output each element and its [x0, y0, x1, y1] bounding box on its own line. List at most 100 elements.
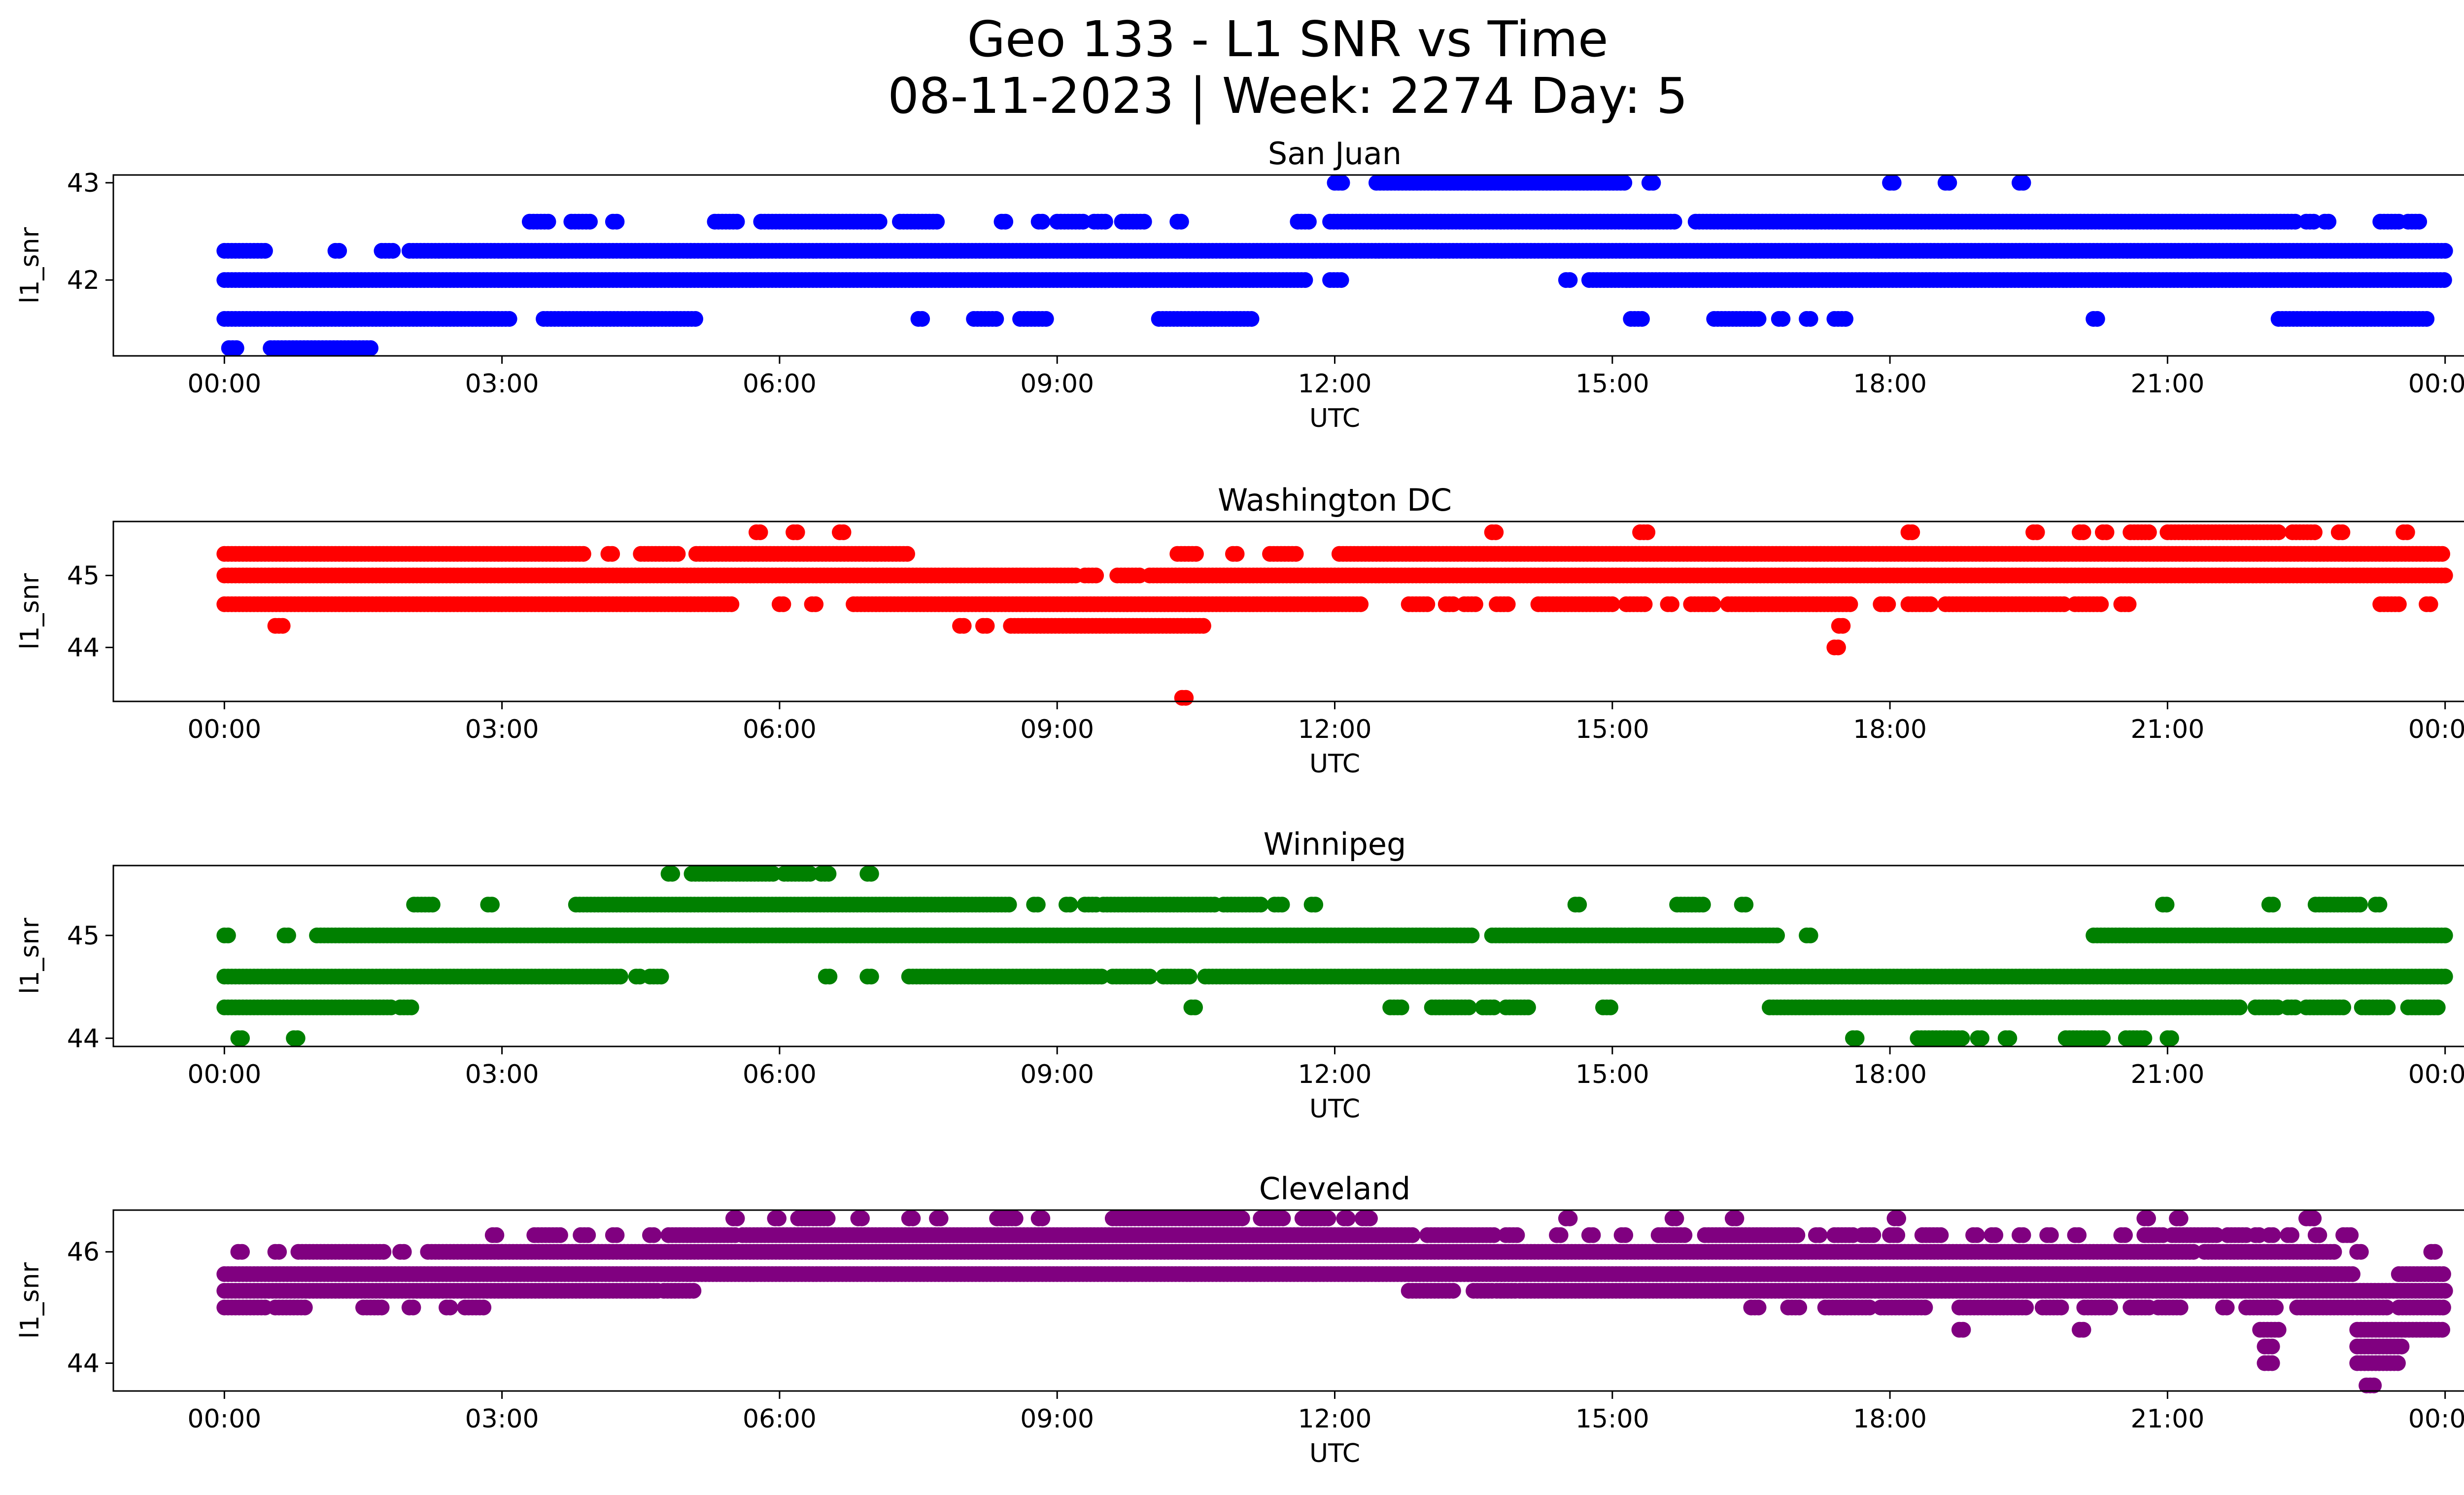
- data-point: [2391, 596, 2407, 612]
- point-series-2-6-2: [832, 524, 852, 540]
- point-series-1-2-4: [1012, 311, 1054, 327]
- point-series-1-4-18: [2400, 213, 2428, 230]
- point-series-2-2-16: [2067, 596, 2109, 612]
- point-series-3-2-1: [392, 999, 419, 1015]
- data-point: [2270, 524, 2287, 540]
- data-point: [2321, 213, 2337, 230]
- y-tick-label: 44: [67, 633, 100, 663]
- data-point: [228, 340, 244, 356]
- point-series-3-2-8: [1762, 999, 2248, 1015]
- point-series-2-6-7: [2072, 524, 2091, 540]
- data-point: [2436, 272, 2452, 288]
- data-point: [2001, 1030, 2018, 1046]
- point-series-1-4-7: [1030, 213, 1051, 230]
- point-series-1-5-3: [1882, 174, 1902, 191]
- data-point: [863, 969, 879, 985]
- point-series-1-4-12: [1290, 213, 1317, 230]
- data-point: [484, 897, 500, 913]
- data-point: [1705, 596, 1721, 612]
- x-tick-label: 03:00: [465, 369, 539, 399]
- point-series-3-4-2: [568, 897, 1017, 913]
- point-series-1-4-3: [707, 213, 745, 230]
- point-series-1-4-17: [2372, 213, 2407, 230]
- x-tick-label: 09:00: [1020, 715, 1094, 744]
- point-series-1-4-6: [993, 213, 1014, 230]
- point-series-1-0-0: [216, 243, 273, 259]
- data-point: [1645, 174, 1661, 191]
- point-series-1-3-0: [221, 340, 244, 356]
- data-point: [1562, 272, 1578, 288]
- data-points: [216, 524, 2453, 706]
- point-series-1-2-11: [2086, 311, 2105, 327]
- point-series-1-0-2: [374, 243, 401, 259]
- point-series-3-3-7: [2118, 1030, 2153, 1046]
- point-series-3-2-9: [2247, 999, 2286, 1015]
- data-point: [2437, 567, 2453, 584]
- point-series-2-3-0: [267, 618, 291, 634]
- point-series-3-2-5: [1474, 999, 1502, 1015]
- data-point: [2430, 999, 2446, 1015]
- x-tick-label: 00:00: [187, 369, 261, 399]
- point-series-1-4-13: [1322, 213, 1682, 230]
- point-series-2-6-6: [2025, 524, 2045, 540]
- data-point: [1500, 596, 1516, 612]
- point-series-1-3-1: [263, 340, 378, 356]
- point-series-1-4-8: [1049, 213, 1091, 230]
- data-point: [2121, 596, 2137, 612]
- subplot-title: Washington DC: [1218, 482, 1452, 518]
- data-point: [2334, 524, 2351, 540]
- data-point: [729, 213, 745, 230]
- y-tick-label: 42: [67, 266, 100, 295]
- point-series-2-2-19: [2419, 596, 2438, 612]
- data-point: [752, 524, 768, 540]
- data-point: [609, 213, 625, 230]
- point-series-1-2-10: [1826, 311, 1853, 327]
- point-series-3-2-6: [1498, 999, 1536, 1015]
- point-series-3-2-13: [2400, 999, 2446, 1015]
- data-point: [1142, 969, 1158, 985]
- data-point: [613, 969, 628, 985]
- data-point: [1664, 596, 1679, 612]
- data-point: [2437, 969, 2453, 985]
- point-series-3-0-3: [1484, 927, 1785, 943]
- data-point: [2399, 524, 2415, 540]
- data-point: [956, 618, 972, 634]
- data-point: [2437, 243, 2453, 259]
- point-series-1-2-0: [216, 311, 517, 327]
- data-point: [789, 524, 805, 540]
- data-point: [1467, 596, 1483, 612]
- point-series-2-6-11: [2284, 524, 2323, 540]
- data-point: [2095, 1030, 2111, 1046]
- data-point: [2089, 311, 2105, 327]
- data-point: [2306, 213, 2322, 230]
- data-point: [1075, 213, 1091, 230]
- point-series-2-2-18: [2372, 596, 2407, 612]
- data-point: [1461, 999, 1477, 1015]
- data-point: [929, 213, 945, 230]
- data-point: [1173, 213, 1189, 230]
- point-series-2-3-3: [1003, 618, 1211, 634]
- point-series-1-4-15: [2298, 213, 2322, 230]
- data-point: [289, 1030, 306, 1046]
- x-tick-label: 00:00: [187, 715, 261, 744]
- point-series-1-4-1: [563, 213, 598, 230]
- point-series-3-4-0: [406, 897, 441, 913]
- data-point: [1353, 596, 1369, 612]
- data-point: [1640, 524, 1656, 540]
- point-series-1-5-4: [1937, 174, 1957, 191]
- data-point: [1486, 999, 1502, 1015]
- data-point: [1603, 999, 1618, 1015]
- data-point: [1802, 311, 1818, 327]
- data-point: [1750, 311, 1767, 327]
- point-series-1-5-5: [2012, 174, 2031, 191]
- figure-title-line1: Geo 133 - L1 SNR vs Time: [967, 10, 1608, 68]
- point-series-2-2-3: [846, 596, 1369, 612]
- point-series-1-2-12: [2270, 311, 2435, 327]
- data-point: [424, 897, 441, 913]
- data-point: [2136, 1030, 2153, 1046]
- data-point: [1880, 596, 1896, 612]
- point-series-1-4-11: [1169, 213, 1189, 230]
- point-series-2-1-3: [1142, 567, 2453, 584]
